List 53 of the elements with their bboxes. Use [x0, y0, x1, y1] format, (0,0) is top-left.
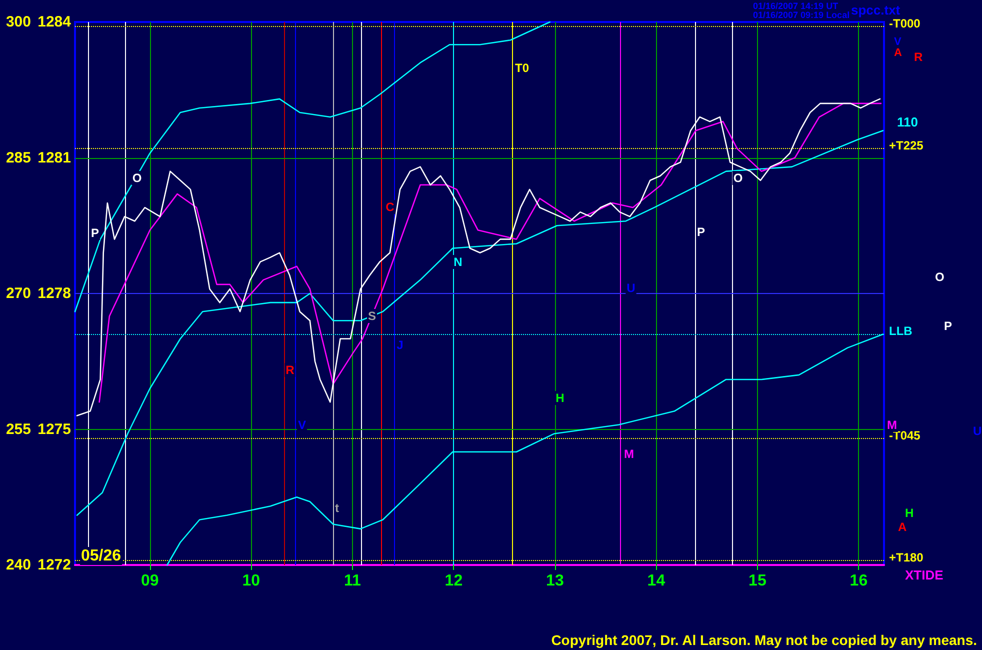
text: A [894, 47, 902, 59]
y2-tick-label: 240 [6, 556, 31, 574]
annotation: P [696, 225, 706, 239]
y2-tick-label: 285 [6, 149, 31, 166]
text: Copyright 2007, Dr. Al Larson. May not be copied by any means. [551, 632, 977, 648]
text: XTIDE [905, 568, 944, 582]
text: H [905, 506, 914, 520]
y-tick-label: 1272 [38, 556, 71, 574]
y2-tick-label: 300 [6, 14, 31, 30]
y-tick-label: 1275 [38, 420, 71, 438]
y-tick-label: 1281 [38, 149, 71, 166]
y2-tick-label: 255 [6, 420, 31, 438]
annotation: O [733, 171, 743, 185]
annotation: N [454, 255, 462, 269]
text: U [973, 424, 982, 438]
text: M [887, 418, 897, 432]
annotation: V [298, 418, 306, 432]
x-tick-label: 11 [344, 572, 361, 590]
annotation: 05/26 [81, 548, 122, 564]
annotation: P [90, 226, 100, 240]
ref-line-label: +T180 [889, 550, 924, 564]
text: R [914, 50, 923, 64]
ref-line-label: LLB [889, 324, 913, 338]
text: 01/16/2007 14:19 UT [753, 1, 839, 11]
ref-line-label: -T000 [889, 16, 921, 31]
text: spcc.txt [851, 2, 901, 18]
x-tick-label: 13 [546, 572, 564, 590]
text: A [898, 520, 907, 534]
x-tick-label: 15 [748, 572, 766, 590]
annotation: t [335, 501, 339, 515]
x-tick-label: 14 [647, 572, 666, 590]
y2-tick-label: 270 [6, 285, 31, 302]
annotation: U [626, 281, 636, 295]
annotation: H [556, 391, 564, 405]
annotation: C [386, 200, 395, 214]
text: P [944, 319, 952, 333]
annotation: M [624, 447, 634, 461]
annotation: R [286, 363, 295, 377]
y-tick-label: 1278 [38, 285, 71, 302]
x-tick-label: 16 [850, 572, 868, 590]
annotation: T0 [514, 61, 530, 75]
text: O [935, 270, 944, 284]
text: 110 [897, 114, 918, 130]
y-tick-label: 1284 [38, 14, 72, 30]
x-tick-label: 10 [242, 572, 260, 590]
annotation: S [368, 309, 376, 323]
ref-line-label: +T225 [889, 138, 924, 153]
text: V [894, 36, 902, 48]
x-tick-label: 09 [141, 572, 159, 590]
annotation: O [132, 171, 142, 185]
text: 01/16/2007 09:19 Local [753, 10, 850, 20]
annotation: J [396, 338, 404, 352]
x-tick-label: 12 [444, 572, 463, 590]
